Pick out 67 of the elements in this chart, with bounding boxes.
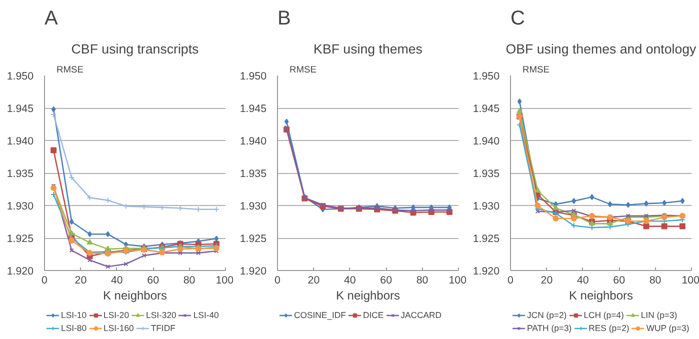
y-tick-label: 1.940 bbox=[6, 136, 34, 148]
y-tick-label: 1.920 bbox=[472, 266, 500, 278]
y-tick-label: 1.950 bbox=[240, 70, 267, 82]
y-tick-label: 1.945 bbox=[472, 103, 500, 115]
legend-label: LSI-20 bbox=[104, 310, 130, 320]
y-tick-label: 1.945 bbox=[240, 103, 267, 115]
chart-title: KBF using themes bbox=[314, 42, 423, 56]
x-axis-title: K neighbors bbox=[102, 288, 168, 302]
legend-label: PATH (p=3) bbox=[527, 323, 572, 333]
x-tick-label: 40 bbox=[110, 274, 123, 286]
legend-label: RES (p=2) bbox=[588, 323, 630, 333]
legend-label: LSI-10 bbox=[61, 310, 87, 320]
legend-label: LSI-160 bbox=[104, 323, 134, 333]
x-tick-label: 0 bbox=[508, 274, 514, 286]
y-tick-label: 1.925 bbox=[472, 233, 500, 245]
x-tick-label: 80 bbox=[183, 274, 196, 286]
x-tick-label: 60 bbox=[613, 274, 626, 286]
y-tick-label: 1.950 bbox=[6, 70, 34, 82]
legend-label: LSI-40 bbox=[193, 310, 219, 320]
text: B bbox=[278, 8, 291, 30]
x-tick-label: 0 bbox=[42, 274, 48, 286]
x-tick-label: 0 bbox=[274, 274, 281, 286]
legend-label: DICE bbox=[362, 310, 384, 320]
y-tick-label: 1.940 bbox=[472, 136, 500, 148]
x-tick-label: 20 bbox=[308, 274, 320, 286]
text: A bbox=[44, 8, 58, 30]
y-axis-title: RMSE bbox=[522, 64, 550, 74]
legend-label: LCH (p=4) bbox=[584, 310, 624, 320]
x-tick-label: 40 bbox=[344, 274, 356, 286]
legend-label: JACCARD bbox=[400, 310, 442, 320]
x-tick-label: 60 bbox=[147, 274, 160, 286]
x-tick-label: 100 bbox=[682, 274, 699, 286]
x-tick-label: 80 bbox=[649, 274, 662, 286]
x-tick-label: 40 bbox=[576, 274, 589, 286]
y-axis-title: RMSE bbox=[56, 64, 84, 74]
y-tick-label: 1.925 bbox=[6, 233, 34, 245]
y-tick-label: 1.935 bbox=[6, 168, 34, 180]
y-tick-label: 1.940 bbox=[240, 136, 267, 148]
x-axis-title: K neighbors bbox=[336, 288, 400, 302]
chart-title: OBF using themes and ontology bbox=[506, 42, 697, 56]
y-axis-title: RMSE bbox=[290, 64, 316, 74]
y-tick-label: 1.930 bbox=[472, 200, 500, 212]
text: C bbox=[510, 8, 525, 30]
x-tick-label: 100 bbox=[216, 274, 234, 286]
x-tick-label: 80 bbox=[416, 274, 428, 286]
y-tick-label: 1.920 bbox=[240, 266, 267, 278]
y-tick-label: 1.935 bbox=[240, 168, 267, 180]
y-tick-label: 1.935 bbox=[472, 168, 500, 180]
y-tick-label: 1.920 bbox=[6, 266, 34, 278]
x-tick-label: 100 bbox=[448, 274, 467, 286]
y-tick-label: 1.930 bbox=[240, 200, 267, 212]
x-tick-label: 60 bbox=[380, 274, 392, 286]
chart-title: CBF using transcripts bbox=[71, 42, 200, 56]
legend-label: TFIDF bbox=[150, 323, 176, 333]
legend-label: COSINE_IDF bbox=[294, 310, 346, 320]
legend-label: WUP (p=3) bbox=[646, 323, 690, 333]
legend-label: LSI-320 bbox=[146, 310, 176, 320]
legend-label: JCN (p=2) bbox=[527, 310, 567, 320]
x-axis-title: K neighbors bbox=[568, 288, 634, 302]
y-tick-label: 1.950 bbox=[472, 70, 500, 82]
y-tick-label: 1.945 bbox=[6, 103, 34, 115]
x-tick-label: 20 bbox=[540, 274, 553, 286]
x-tick-label: 20 bbox=[74, 274, 87, 286]
y-tick-label: 1.930 bbox=[6, 200, 34, 212]
legend-label: LSI-80 bbox=[61, 323, 87, 333]
legend-label: LIN (p=3) bbox=[640, 310, 678, 320]
y-tick-label: 1.925 bbox=[240, 233, 267, 245]
